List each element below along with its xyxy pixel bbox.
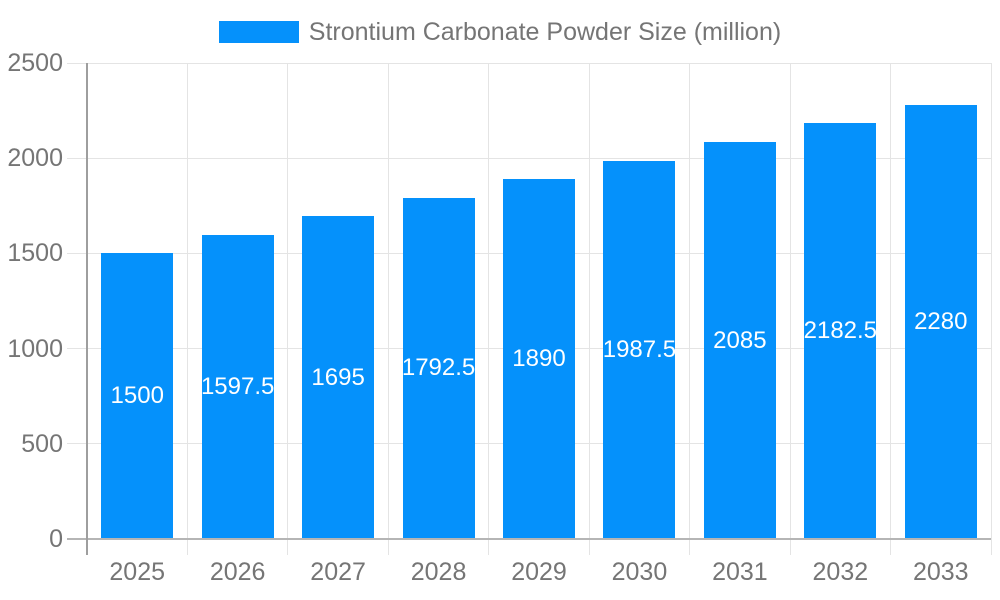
y-tick-label: 2500 [7,49,63,77]
v-gridline [287,63,289,555]
x-tick-label: 2026 [209,558,266,586]
bar-value-label: 1987.5 [602,335,677,363]
bar[interactable]: 1597.5 [200,234,275,539]
y-tick-label: 2000 [7,144,63,173]
bar[interactable]: 1890 [503,179,575,539]
bar-value-label: 1890 [512,345,566,373]
v-gridline [689,63,691,555]
bar-value-label: 1500 [110,382,164,410]
v-gridline [588,63,590,555]
y-axis-line [86,63,88,555]
h-gridline [67,62,991,64]
bar-value-label: 2085 [713,326,767,354]
bar-value-label: 1792.5 [401,354,476,382]
x-tick-label: 2028 [410,558,467,586]
v-gridline [789,63,791,555]
bar[interactable]: 1695 [302,216,375,539]
v-gridline [387,63,389,555]
x-tick-label: 2025 [109,558,166,586]
x-tick-label: 2029 [511,558,567,586]
legend-swatch-icon [218,21,299,43]
bar-value-label: 2280 [914,307,968,335]
x-tick-label: 2030 [611,558,668,586]
plot-area: 1500 1597.5 1695 1792.5 1890 1987.5 2085 2182.5… [67,62,992,555]
x-tick-label: 2032 [812,558,869,586]
bar-value-label: 1597.5 [200,372,275,400]
bar[interactable]: 1987.5 [602,160,677,539]
h-gridline [67,157,991,159]
x-axis-baseline [67,538,991,540]
x-tick-label: 2033 [912,558,969,586]
bar[interactable]: 1500 [101,253,174,539]
bar[interactable]: 1792.5 [401,197,476,539]
bar[interactable]: 2085 [703,142,776,539]
v-gridline [890,63,892,555]
legend-label: Strontium Carbonate Powder Size (million… [308,18,782,46]
y-tick-label: 0 [49,525,63,553]
bar-value-label: 2182.5 [803,317,878,345]
x-tick-label: 2031 [712,558,768,586]
v-gridline [990,63,992,555]
legend[interactable]: Strontium Carbonate Powder Size (million… [0,19,1000,45]
bar[interactable]: 2280 [904,104,977,539]
v-gridline [186,63,188,555]
y-tick-label: 1000 [7,334,63,363]
v-gridline [488,63,490,555]
x-tick-label: 2027 [310,558,366,586]
bar[interactable]: 2182.5 [803,123,878,539]
y-tick-label: 500 [21,429,63,458]
bar-value-label: 1695 [311,363,365,391]
y-tick-label: 1500 [7,239,63,268]
